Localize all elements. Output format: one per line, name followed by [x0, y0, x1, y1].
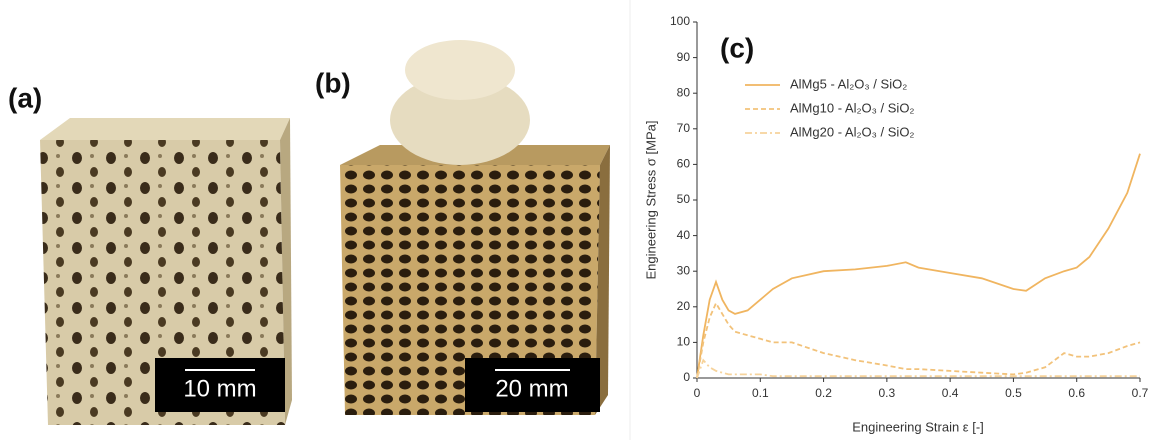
legend-label: AlMg10 - Al₂O₃ / SiO₂ [790, 100, 914, 115]
scale-bar: 10 mm [155, 358, 285, 412]
y-tick-label: 20 [677, 299, 691, 313]
y-tick-label: 10 [677, 335, 691, 349]
y-tick-label: 60 [677, 157, 691, 171]
figure: (a) 10 mm (b) 20 mm (c) Engineering Stra… [0, 0, 1150, 440]
scale-bar-label: 20 mm [495, 375, 568, 402]
x-tick-label: 0.3 [879, 386, 896, 400]
legend-label: AlMg20 - Al₂O₃ / SiO₂ [790, 124, 914, 139]
panel-label: (c) [720, 32, 754, 63]
scale-bar-label: 10 mm [183, 375, 256, 402]
x-axis-label: Engineering Strain ε [-] [852, 419, 984, 434]
y-tick-label: 90 [677, 50, 691, 64]
panel-label: (b) [315, 67, 351, 98]
series-line [697, 303, 1140, 378]
legend-label: AlMg5 - Al₂O₃ / SiO₂ [790, 76, 907, 91]
y-tick-label: 50 [677, 192, 691, 206]
y-tick-label: 80 [677, 85, 691, 99]
y-tick-label: 40 [677, 228, 691, 242]
x-tick-label: 0.5 [1005, 386, 1022, 400]
x-tick-label: 0 [694, 386, 701, 400]
panel-label: (a) [8, 82, 42, 113]
series-line [697, 154, 1140, 378]
x-tick-label: 0.6 [1068, 386, 1085, 400]
y-tick-label: 30 [677, 263, 691, 277]
x-tick-label: 0.1 [752, 386, 769, 400]
y-axis-label: Engineering Stress σ [MPa] [643, 120, 658, 279]
y-tick-label: 0 [683, 370, 690, 384]
y-tick-label: 100 [670, 14, 690, 28]
x-tick-label: 0.2 [815, 386, 832, 400]
scale-bar: 20 mm [465, 358, 600, 412]
chart: (c) Engineering Strain ε [-] Engineering… [643, 14, 1148, 434]
y-tick-label: 70 [677, 121, 691, 135]
x-tick-label: 0.7 [1132, 386, 1149, 400]
x-tick-label: 0.4 [942, 386, 959, 400]
